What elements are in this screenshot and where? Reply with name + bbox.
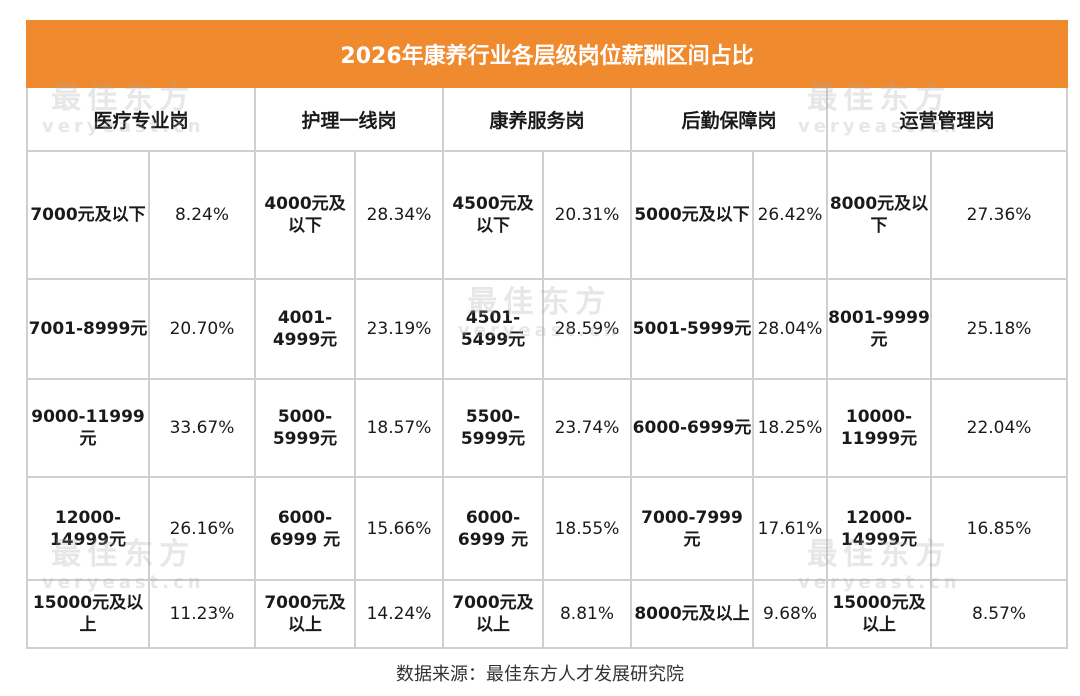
salary-range: 8000元及以上 [630,579,754,649]
share-value: 8.81% [542,579,632,649]
salary-range: 10000-11999元 [826,378,932,478]
share-value: 27.36% [929,150,1069,280]
share-value: 26.16% [148,476,256,581]
share-value: 28.59% [542,278,632,380]
table-row: 7000元及以下 8.24% 4000元及以下 28.34% 4500元及以下 … [26,150,1069,280]
share-value: 22.04% [929,378,1069,478]
salary-range: 8000元及以下 [826,150,932,280]
share-value: 11.23% [148,579,256,649]
share-value: 8.57% [929,579,1069,649]
salary-range: 15000元及以上 [826,579,932,649]
salary-range: 8001-9999元 [826,278,932,380]
salary-range: 5500-5999元 [442,378,544,478]
share-value: 20.31% [542,150,632,280]
salary-range: 4001-4999元 [254,278,356,380]
salary-range: 7000元及以下 [26,150,150,280]
salary-range: 6000-6999 元 [254,476,356,581]
salary-range: 6000-6999元 [630,378,754,478]
share-value: 15.66% [354,476,444,581]
salary-range: 5000-5999元 [254,378,356,478]
share-value: 16.85% [929,476,1069,581]
data-source-note: 数据来源：最佳东方人才发展研究院 [396,664,684,685]
salary-range: 4501-5499元 [442,278,544,380]
salary-range: 5001-5999元 [630,278,754,380]
share-value: 26.42% [752,150,828,280]
share-value: 20.70% [148,278,256,380]
salary-range: 12000-14999元 [826,476,932,581]
table-row: 9000-11999元 33.67% 5000-5999元 18.57% 550… [26,378,1069,478]
salary-range: 4500元及以下 [442,150,544,280]
salary-range: 4000元及以下 [254,150,356,280]
salary-range: 7000元及以上 [442,579,544,649]
table-row: 7001-8999元 20.70% 4001-4999元 23.19% 4501… [26,278,1069,380]
salary-range: 12000-14999元 [26,476,150,581]
share-value: 33.67% [148,378,256,478]
share-value: 17.61% [752,476,828,581]
salary-range: 9000-11999元 [26,378,150,478]
table-row: 15000元及以上 11.23% 7000元及以上 14.24% 7000元及以… [26,579,1069,649]
share-value: 18.25% [752,378,828,478]
salary-range: 5000元及以下 [630,150,754,280]
column-header-nursing: 护理一线岗 [254,86,444,152]
column-header-logistics: 后勤保障岗 [630,86,828,152]
salary-table: 2026年康养行业各层级岗位薪酬区间占比 医疗专业岗 护理一线岗 康养服务岗 后… [25,20,1069,649]
share-value: 25.18% [929,278,1069,380]
share-value: 18.57% [354,378,444,478]
column-header-medical: 医疗专业岗 [26,86,256,152]
salary-range: 7000元及以上 [254,579,356,649]
share-value: 18.55% [542,476,632,581]
salary-range: 6000-6999 元 [442,476,544,581]
salary-range: 15000元及以上 [26,579,150,649]
table-title: 2026年康养行业各层级岗位薪酬区间占比 [25,20,1069,88]
table-row: 12000-14999元 26.16% 6000-6999 元 15.66% 6… [26,476,1069,581]
share-value: 14.24% [354,579,444,649]
share-value: 23.19% [354,278,444,380]
share-value: 8.24% [148,150,256,280]
salary-range: 7001-8999元 [26,278,150,380]
column-header-care-service: 康养服务岗 [442,86,632,152]
share-value: 28.34% [354,150,444,280]
salary-range: 7000-7999 元 [630,476,754,581]
column-header-operations: 运营管理岗 [825,86,1069,152]
share-value: 23.74% [542,378,632,478]
share-value: 9.68% [752,579,828,649]
share-value: 28.04% [752,278,828,380]
